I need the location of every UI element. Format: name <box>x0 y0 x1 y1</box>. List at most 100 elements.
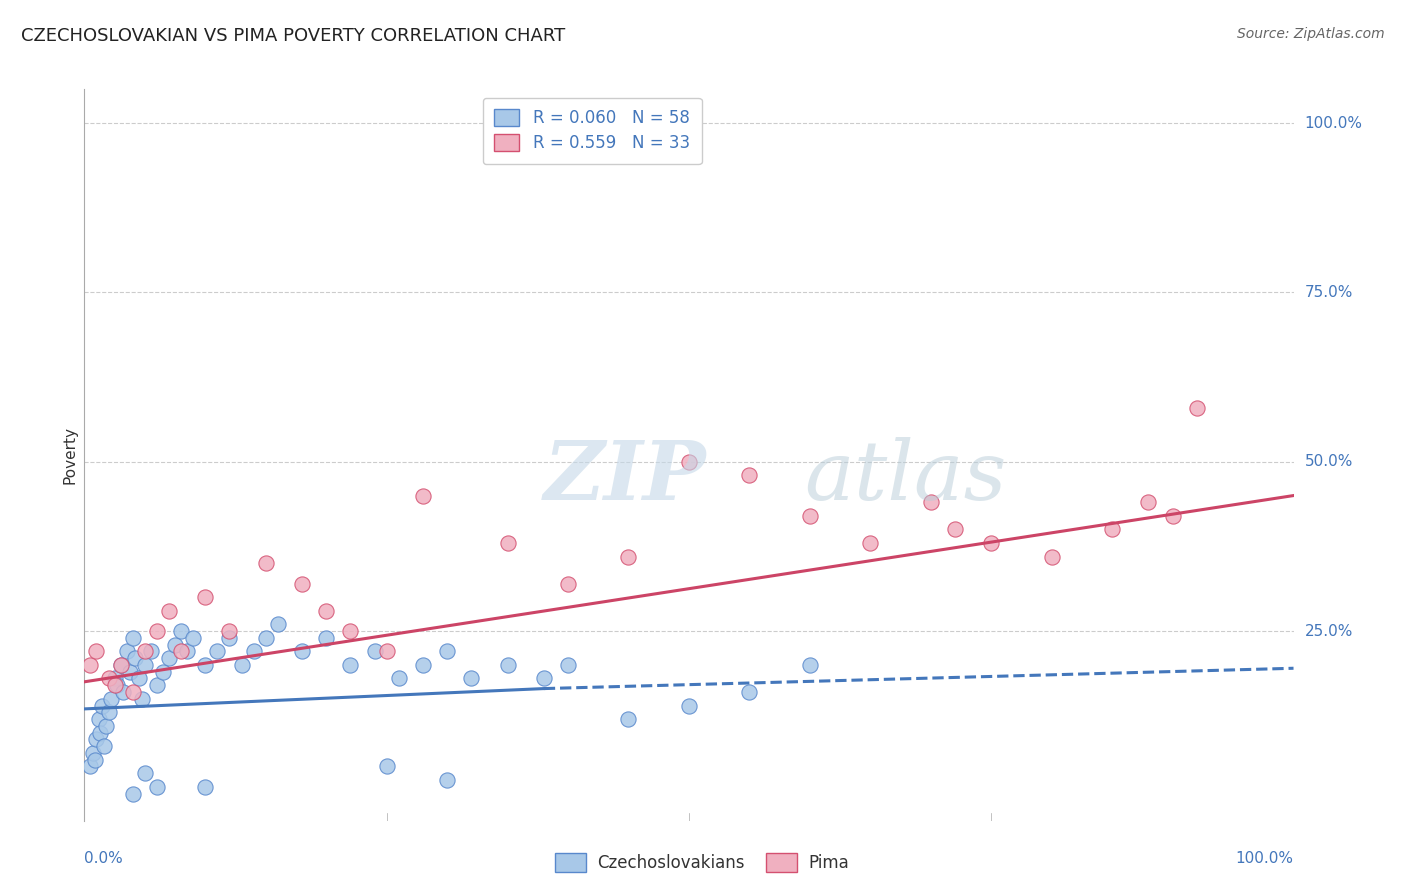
Point <box>194 780 217 794</box>
Point <box>678 455 700 469</box>
Point <box>131 691 153 706</box>
Point <box>194 657 217 672</box>
Point <box>617 549 640 564</box>
Point <box>110 657 132 672</box>
Point <box>124 651 146 665</box>
Point <box>194 590 217 604</box>
Legend: R = 0.060   N = 58, R = 0.559   N = 33: R = 0.060 N = 58, R = 0.559 N = 33 <box>482 97 702 164</box>
Text: 50.0%: 50.0% <box>1305 454 1353 469</box>
Point <box>97 672 120 686</box>
Point <box>617 712 640 726</box>
Point <box>1137 495 1160 509</box>
Point <box>242 644 264 658</box>
Point <box>97 706 120 720</box>
Point <box>93 739 115 753</box>
Point <box>496 536 519 550</box>
Point <box>181 631 204 645</box>
Point <box>139 644 162 658</box>
Point <box>79 657 101 672</box>
Point <box>375 759 398 773</box>
Point <box>254 556 277 570</box>
Point <box>231 657 253 672</box>
Point <box>152 665 174 679</box>
Point <box>436 772 458 787</box>
Point <box>112 685 135 699</box>
Text: atlas: atlas <box>804 437 1007 516</box>
Point <box>121 631 143 645</box>
Point <box>799 657 821 672</box>
Bar <box>555 853 586 872</box>
Point <box>207 644 229 658</box>
Point <box>980 536 1002 550</box>
Point <box>89 725 111 739</box>
Point <box>170 624 193 638</box>
Point <box>104 672 127 686</box>
Text: CZECHOSLOVAKIAN VS PIMA POVERTY CORRELATION CHART: CZECHOSLOVAKIAN VS PIMA POVERTY CORRELAT… <box>21 27 565 45</box>
Point <box>799 508 821 523</box>
Point <box>105 678 128 692</box>
Point <box>412 489 434 503</box>
Point <box>1185 401 1208 415</box>
Point <box>375 644 398 658</box>
Point <box>859 536 882 550</box>
Point <box>363 644 385 658</box>
Point <box>170 644 193 658</box>
Point <box>738 468 761 483</box>
Point <box>84 753 107 767</box>
Point <box>115 644 138 658</box>
Point <box>79 759 101 773</box>
Point <box>86 644 108 658</box>
Point <box>267 617 290 632</box>
Text: 0.0%: 0.0% <box>84 851 124 866</box>
Point <box>339 657 361 672</box>
Point <box>678 698 700 713</box>
Point <box>100 691 122 706</box>
Point <box>254 631 277 645</box>
Point <box>388 672 411 686</box>
Point <box>120 665 142 679</box>
Point <box>86 732 108 747</box>
Text: 75.0%: 75.0% <box>1305 285 1353 300</box>
Point <box>128 672 150 686</box>
Text: Czechoslovakians: Czechoslovakians <box>598 854 745 871</box>
Point <box>460 672 482 686</box>
Point <box>291 576 314 591</box>
Point <box>134 644 156 658</box>
Point <box>165 638 187 652</box>
Point <box>157 604 180 618</box>
Point <box>176 644 198 658</box>
Point <box>436 644 458 658</box>
Point <box>134 657 156 672</box>
Point <box>533 672 555 686</box>
Point <box>134 766 156 780</box>
Point <box>218 631 240 645</box>
Text: Source: ZipAtlas.com: Source: ZipAtlas.com <box>1237 27 1385 41</box>
Point <box>1161 508 1184 523</box>
Point <box>91 698 114 713</box>
Text: Pima: Pima <box>808 854 849 871</box>
Point <box>339 624 361 638</box>
Point <box>315 604 337 618</box>
Text: 100.0%: 100.0% <box>1305 116 1362 130</box>
Text: ZIP: ZIP <box>544 437 706 516</box>
Point <box>496 657 519 672</box>
Point <box>943 523 966 537</box>
Point <box>218 624 240 638</box>
Point <box>412 657 434 672</box>
Point <box>146 624 169 638</box>
Point <box>82 746 104 760</box>
Point <box>146 780 169 794</box>
Point <box>110 657 132 672</box>
Point <box>121 685 143 699</box>
Point <box>94 719 117 733</box>
Point <box>557 657 579 672</box>
Text: 100.0%: 100.0% <box>1236 851 1294 866</box>
Point <box>87 712 110 726</box>
Bar <box>766 853 797 872</box>
Point <box>157 651 180 665</box>
Point <box>1040 549 1063 564</box>
Point <box>146 678 169 692</box>
Point <box>738 685 761 699</box>
Text: 25.0%: 25.0% <box>1305 624 1353 639</box>
Y-axis label: Poverty: Poverty <box>62 425 77 484</box>
